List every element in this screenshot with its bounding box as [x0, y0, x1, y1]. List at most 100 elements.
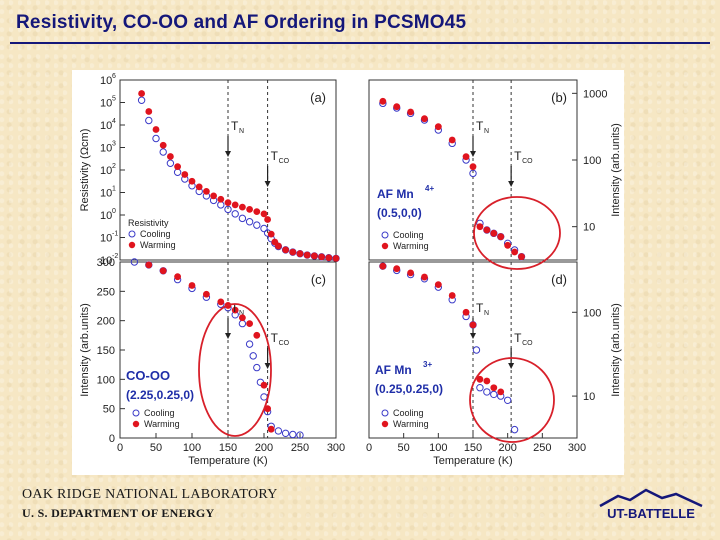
title-underline: [10, 42, 710, 44]
point-a-warming-7: [188, 177, 196, 185]
point-c-cooling-17: [274, 427, 283, 435]
ylabel-c: Intensity (arb.units): [79, 303, 91, 397]
point-c-warming-1: [159, 267, 167, 275]
ytick-label-c-3: 150: [97, 345, 115, 357]
panel-b: N CO 4+: [368, 79, 578, 261]
point-b-warming-10: [490, 229, 498, 237]
point-d-warming-2: [407, 269, 414, 277]
panel-d: N CO 3+: [368, 261, 578, 439]
legend-cooling-icon-d: [381, 409, 389, 417]
point-d-cooling-10: [483, 388, 491, 396]
marker-label-b-1: T: [514, 149, 522, 163]
ytick-exp-a-4: 2: [112, 163, 116, 170]
legend-warming-icon-b: [381, 242, 389, 250]
point-a-warming-8: [195, 183, 203, 191]
panel-label-d: (d): [551, 272, 567, 287]
marker-label-a-0: T: [231, 119, 239, 133]
point-d-cooling-9: [476, 384, 484, 392]
point-a-warming-18: [264, 216, 271, 223]
ytick-label-a-0: 10: [100, 75, 112, 87]
xtick-label-d-4: 200: [498, 442, 516, 454]
xlabel-c: Temperature (K): [188, 455, 267, 467]
point-d-warming-11: [497, 388, 505, 396]
point-a-warming-25: [303, 251, 311, 259]
ytick-label-a-1: 10: [100, 98, 112, 110]
annotation-line2-b: (0.5,0,0): [377, 206, 422, 220]
xtick-label-d-6: 300: [568, 442, 586, 454]
legend-warming-icon-c: [132, 420, 140, 428]
point-c-warming-8: [239, 314, 246, 322]
point-d-cooling-8: [472, 346, 481, 354]
point-c-cooling-20: [296, 431, 304, 439]
point-a-cooling-3: [159, 148, 167, 156]
highlight-ellipse-d: [469, 357, 555, 443]
point-b-warming-8: [476, 223, 484, 231]
point-d-warming-9: [483, 377, 491, 385]
marker-sub-a-1: CO: [279, 158, 290, 165]
ytick-label-c-0: 0: [109, 433, 115, 445]
point-b-warming-4: [434, 123, 442, 131]
marker-arrowhead-a-1: [264, 181, 271, 187]
marker-arrowhead-c-0: [225, 333, 231, 339]
annotation-line2-d: (0.25,0.25,0): [375, 382, 443, 396]
point-b-warming-2: [407, 108, 414, 116]
point-a-warming-6: [181, 171, 189, 178]
xtick-label-d-1: 50: [398, 442, 410, 454]
point-a-warming-0: [138, 90, 145, 97]
point-a-warming-28: [325, 254, 333, 262]
xtick-label-c-1: 50: [150, 442, 162, 454]
point-b-warming-14: [518, 253, 525, 261]
legend-warming-icon-a: [128, 241, 136, 249]
legend-warming-label-c: Warming: [144, 419, 180, 429]
point-b-warming-7: [469, 163, 477, 171]
annotation-sup-d: 3+: [423, 360, 432, 369]
ytick-label-c-2: 100: [97, 374, 115, 386]
point-c-warming-12: [264, 405, 271, 413]
annotation-line1-c: CO-OO: [126, 368, 170, 383]
point-c-warming-13: [267, 425, 275, 433]
xtick-label-c-0: 0: [117, 442, 123, 454]
point-c-warming-3: [188, 282, 196, 289]
marker-label-c-1: T: [271, 331, 279, 345]
ytick-label-a-2: 10: [100, 120, 112, 132]
marker-sub-b-1: CO: [522, 158, 533, 165]
point-b-warming-9: [483, 226, 491, 234]
xtick-label-c-3: 150: [219, 442, 237, 454]
point-d-warming-8: [476, 375, 484, 383]
marker-sub-c-0: N: [239, 310, 244, 317]
ytick-label-b-0: 1000: [583, 88, 607, 100]
ylabel-d: Intensity (arb.units): [610, 303, 622, 397]
ytick-label-d-0: 100: [583, 307, 601, 319]
xtick-label-c-5: 250: [291, 442, 309, 454]
point-c-cooling-14: [260, 393, 268, 401]
legend-cooling-label-a: Cooling: [140, 229, 171, 239]
ytick-label-a-8: 10: [100, 255, 112, 267]
ytick-exp-a-6: 0: [112, 208, 116, 215]
point-c-cooling-18: [281, 429, 290, 438]
marker-label-c-0: T: [231, 301, 239, 315]
marker-arrowhead-c-1: [264, 363, 271, 369]
ut-battelle-logo: UT-BATTELLE: [596, 486, 706, 524]
point-b-warming-11: [497, 233, 505, 241]
annotation-line1-d: AF Mn: [375, 363, 412, 377]
point-c-warming-10: [253, 331, 261, 339]
marker-sub-b-0: N: [484, 128, 489, 135]
point-c-warming-5: [217, 298, 225, 306]
point-c-warming-7: [231, 306, 239, 314]
point-a-warming-29: [332, 255, 340, 262]
point-a-warming-15: [246, 205, 254, 213]
logo-mountain-icon: [599, 488, 703, 508]
ytick-label-a-5: 10: [100, 188, 112, 200]
point-a-warming-17: [260, 210, 268, 218]
point-a-warming-9: [203, 187, 210, 195]
legend-title-a: Resistivity: [128, 218, 169, 228]
point-a-cooling-13: [231, 210, 239, 218]
ytick-exp-a-3: 3: [112, 141, 116, 148]
point-d-warming-7: [469, 321, 477, 329]
ytick-exp-a-2: 4: [112, 118, 116, 125]
point-b-cooling-7: [469, 169, 477, 178]
xlabel-d: Temperature (K): [433, 455, 512, 467]
point-a-warming-1: [145, 108, 153, 115]
highlight-ellipse-b: [473, 196, 561, 270]
ylabel-a: Resistivity (Ωcm): [79, 129, 91, 212]
